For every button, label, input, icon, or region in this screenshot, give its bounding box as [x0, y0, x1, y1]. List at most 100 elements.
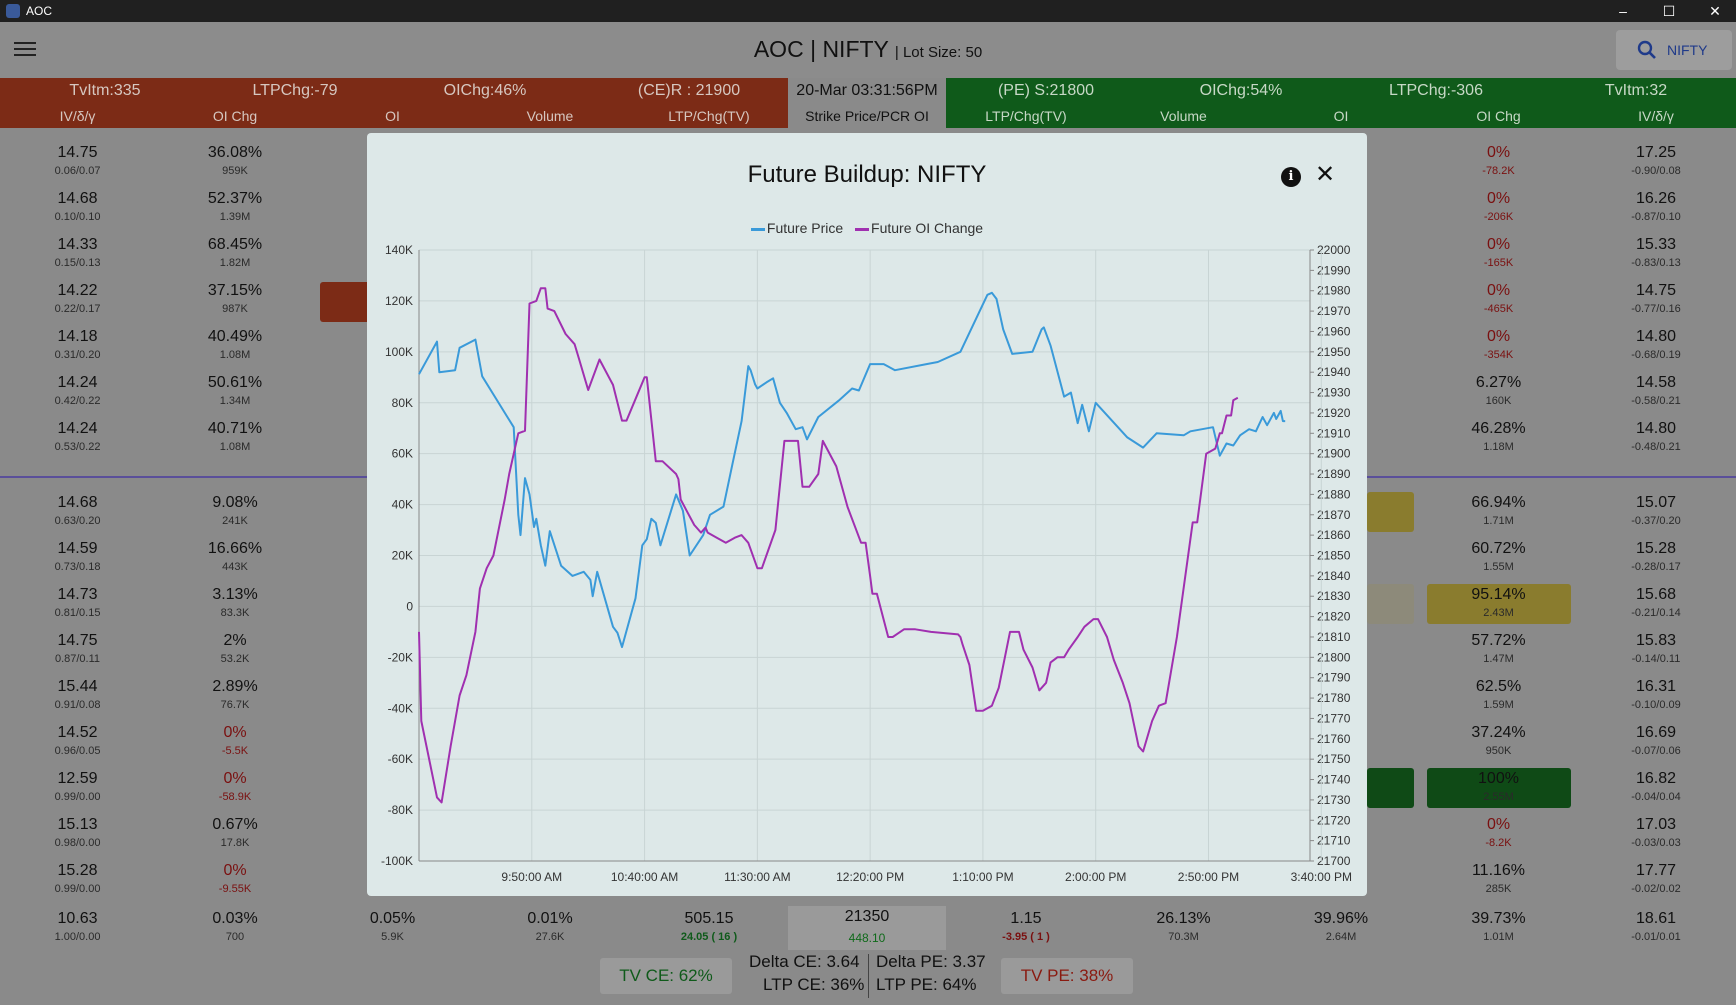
pe-iv: 15.68: [1635, 586, 1677, 603]
series-line-future-oi-change[interactable]: [418, 287, 1239, 804]
table-row[interactable]: 14.18 0.31/0.20 40.49% 1.08M 0% -354K 14.80 -0.…: [0, 324, 1736, 370]
table-row[interactable]: 14.24 0.42/0.22 50.61% 1.34M 6.27% 160K 14.58 -…: [0, 370, 1736, 416]
table-row[interactable]: 14.33 0.15/0.13 68.45% 1.82M 0% -165K 15.33 -0.…: [0, 232, 1736, 278]
table-row[interactable]: 14.73 0.81/0.15 3.13% 83.3K 95.14% 2.43M 15.68…: [0, 582, 1736, 628]
col-ce-oichg[interactable]: OI Chg: [155, 104, 315, 128]
ce-iv: 14.24: [57, 420, 98, 437]
app-bar: AOC | NIFTY | Lot Size: 50 NIFTY: [0, 22, 1736, 78]
pe-greek: -0.21/0.14: [1631, 607, 1681, 619]
table-row[interactable]: 14.59 0.73/0.18 16.66% 443K 60.72% 1.55M 15.28…: [0, 536, 1736, 582]
series-line-future-price[interactable]: [418, 291, 1286, 649]
pe-greek: -0.01/0.01: [1631, 931, 1681, 943]
future-buildup-chart[interactable]: 140K 120K 100K 80K 60K 40K 20K 0 -20K -40K -60K -80…: [367, 133, 1367, 896]
ce-iv: 14.59: [57, 540, 98, 557]
pe-oichg: 60.72%: [1471, 540, 1526, 557]
table-row[interactable]: 14.75 0.06/0.07 36.08% 959K 0% -78.2K 17.25 -0.…: [0, 140, 1736, 186]
ce-oichg-abs: -9.55K: [218, 883, 252, 895]
pe-iv: 16.69: [1635, 724, 1677, 741]
pe-greek: -0.14/0.11: [1631, 653, 1681, 665]
pe-greek: -0.28/0.17: [1631, 561, 1681, 573]
legend-label-price: Future Price: [766, 220, 844, 236]
tv-ce-badge[interactable]: TV CE: 62%: [600, 958, 732, 994]
col-pe-oichg[interactable]: OI Chg: [1421, 104, 1576, 128]
info-icon[interactable]: i: [1281, 167, 1301, 187]
legend-item-future-price[interactable]: Future Price: [750, 220, 844, 236]
ce-oi: 0.05%: [369, 910, 416, 927]
y-right-tick-label: 21940: [1317, 365, 1351, 379]
pe-iv: 17.77: [1635, 862, 1677, 879]
tv-pe-badge[interactable]: TV PE: 38%: [1001, 958, 1133, 994]
pe-oichg-abs: 2.43M: [1483, 607, 1514, 619]
pe-iv: 15.33: [1635, 236, 1677, 253]
table-row[interactable]: 14.75 0.87/0.11 2% 53.2K 57.72% 1.47M 15.83 -0.…: [0, 628, 1736, 674]
pe-oichg: 0%: [1486, 190, 1511, 207]
y-left-tick-label: 40K: [392, 498, 413, 512]
ce-oichg-abs: 987K: [222, 303, 248, 315]
col-pe-volume[interactable]: Volume: [1106, 104, 1261, 128]
ce-oichg-abs: 443K: [222, 561, 248, 573]
menu-icon[interactable]: [14, 42, 36, 58]
table-row[interactable]: 14.52 0.96/0.05 0% -5.5K 37.24% 950K 16.69 -0.0…: [0, 720, 1736, 766]
pe-greek: -0.87/0.10: [1631, 211, 1681, 223]
col-ce-iv[interactable]: IV/δ/γ: [0, 104, 155, 128]
x-tick-label: 12:20:00 PM: [836, 870, 904, 884]
col-pe-oi[interactable]: OI: [1261, 104, 1421, 128]
pe-oichg-abs: 160K: [1485, 395, 1512, 407]
datetime: 20-Mar 03:31:56PM: [788, 78, 946, 104]
window-title: AOC: [26, 4, 53, 18]
col-ce-oi[interactable]: OI: [315, 104, 470, 128]
pe-oichg-abs: -206K: [1483, 211, 1514, 223]
pe-oichg: 0%: [1486, 236, 1511, 253]
table-row[interactable]: 14.68 0.10/0.10 52.37% 1.39M 0% -206K 16.26 -0.…: [0, 186, 1736, 232]
table-row[interactable]: 10.63 1.00/0.00 0.03% 700 0.05% 5.9K 0.0…: [0, 906, 1736, 952]
table-row[interactable]: 12.59 0.99/0.00 0% -58.9K 100% 2.55M 16.82 -0.0…: [0, 766, 1736, 812]
pe-oichg-highlight: [1427, 584, 1571, 624]
pe-iv: 16.31: [1635, 678, 1677, 695]
future-buildup-dialog: Future Buildup: NIFTY i ✕ Future Price F…: [367, 133, 1367, 896]
col-pe-iv[interactable]: IV/δ/γ: [1576, 104, 1736, 128]
pe-ltp[interactable]: 1.15: [1010, 910, 1042, 927]
pe-oichg: 57.72%: [1471, 632, 1526, 649]
y-left-tick-label: -40K: [388, 701, 413, 715]
table-row[interactable]: 15.28 0.99/0.00 0% -9.55K 11.16% 285K 17.77 -0.…: [0, 858, 1736, 904]
y-right-tick-label: 21880: [1317, 487, 1351, 501]
summary-footer: TV CE: 62% Delta CE: 3.64 LTP CE: 36% De…: [0, 950, 1736, 1005]
table-row[interactable]: 15.44 0.91/0.08 2.89% 76.7K 62.5% 1.59M 16.31 -…: [0, 674, 1736, 720]
table-row[interactable]: 14.68 0.63/0.20 9.08% 241K 66.94% 1.71M 15.07 -…: [0, 490, 1736, 536]
minimize-button[interactable]: –: [1619, 3, 1627, 19]
pe-oi-abs: 2.64M: [1325, 931, 1357, 943]
ce-oichg: 2.89%: [212, 678, 258, 695]
pe-oichg-abs: 285K: [1485, 883, 1512, 895]
table-row[interactable]: 14.24 0.53/0.22 40.71% 1.08M 46.28% 1.18M 14.8…: [0, 416, 1736, 462]
y-right-tick-label: 21970: [1317, 304, 1351, 318]
ce-greek: 0.31/0.20: [54, 349, 101, 361]
delta-ce: Delta CE: 3.64: [749, 952, 860, 971]
ce-ltp[interactable]: 505.15: [684, 910, 734, 927]
strike-price: 21350: [844, 908, 890, 925]
pe-oichg: 0%: [1486, 282, 1511, 299]
close-icon[interactable]: ✕: [1314, 161, 1336, 188]
table-row[interactable]: 15.13 0.98/0.00 0.67% 17.8K 0% -8.2K 17.03 -0.0…: [0, 812, 1736, 858]
pe-oi-highlight-2: [1367, 584, 1414, 624]
pe-iv: 16.82: [1635, 770, 1677, 787]
col-strike[interactable]: Strike Price/PCR OI: [788, 104, 946, 128]
close-window-button[interactable]: ✕: [1709, 3, 1721, 19]
col-ce-ltp[interactable]: LTP/Chg(TV): [630, 104, 788, 128]
y-right-tick-label: 21780: [1317, 691, 1351, 705]
ce-oichg: 0.67%: [212, 816, 258, 833]
legend-item-future-oi-change[interactable]: Future OI Change: [855, 220, 983, 236]
col-pe-ltp[interactable]: LTP/Chg(TV): [946, 104, 1106, 128]
pe-greek: -0.58/0.21: [1631, 395, 1681, 407]
x-tick-label: 1:10:00 PM: [952, 870, 1013, 884]
pe-greek: -0.04/0.04: [1631, 791, 1681, 803]
table-row[interactable]: 14.22 0.22/0.17 37.15% 987K 0% -465K 14.75 -0.7…: [0, 278, 1736, 324]
pe-tvitm: TvItm:32: [1536, 78, 1736, 104]
maximize-button[interactable]: ☐: [1662, 3, 1676, 19]
search-button[interactable]: NIFTY: [1616, 30, 1732, 70]
pe-oichg-abs: -78.2K: [1482, 165, 1515, 177]
ce-oichg: 52.37%: [207, 190, 263, 207]
ce-oichg: 2%: [223, 632, 247, 649]
pe-oichg: 95.14%: [1471, 586, 1526, 603]
pe-iv: 17.03: [1635, 816, 1677, 833]
col-ce-volume[interactable]: Volume: [470, 104, 630, 128]
